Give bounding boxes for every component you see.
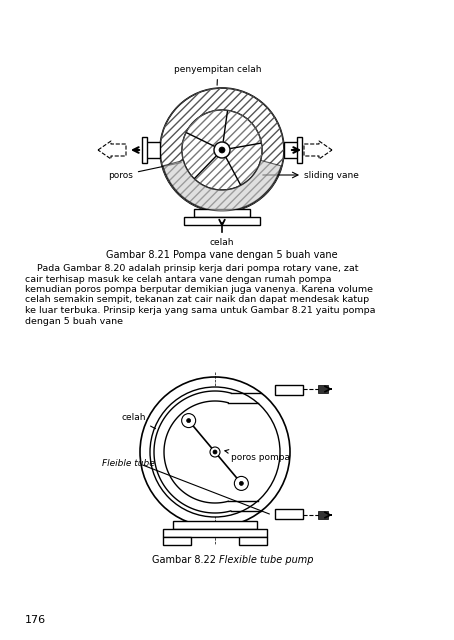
Bar [173, 521, 257, 529]
Bar [144, 142, 160, 158]
Text: ke luar terbuka. Prinsip kerja yang sama untuk Gambar 8.21 yaitu pompa: ke luar terbuka. Prinsip kerja yang sama… [25, 306, 375, 315]
Bar [163, 529, 267, 537]
Text: poros pompa: poros pompa [225, 450, 290, 462]
Text: kemudian poros pompa berputar demikian juga vanenya. Karena volume: kemudian poros pompa berputar demikian j… [25, 285, 373, 294]
Text: celah: celah [210, 238, 234, 247]
Circle shape [234, 476, 248, 490]
Bar [184, 217, 260, 225]
Bar [142, 137, 147, 163]
Circle shape [140, 377, 290, 527]
Text: Fleible tube: Fleible tube [102, 459, 155, 468]
Text: 176: 176 [25, 615, 46, 625]
Circle shape [182, 110, 262, 190]
Text: Gambar 8.22: Gambar 8.22 [152, 555, 219, 565]
Bar [275, 509, 303, 519]
Circle shape [160, 88, 284, 212]
Circle shape [210, 447, 220, 457]
Circle shape [219, 147, 225, 153]
Text: penyempitan celah: penyempitan celah [174, 65, 262, 85]
Circle shape [213, 450, 217, 454]
Text: sliding vane: sliding vane [304, 170, 359, 179]
Circle shape [187, 419, 191, 422]
Bar [163, 537, 191, 545]
Bar [318, 511, 328, 519]
Text: dengan 5 buah vane: dengan 5 buah vane [25, 317, 123, 326]
Circle shape [239, 481, 243, 485]
Text: celah: celah [122, 413, 156, 429]
Bar [297, 137, 302, 163]
Text: cair terhisap masuk ke celah antara vane dengan rumah pompa: cair terhisap masuk ke celah antara vane… [25, 275, 331, 284]
Bar [239, 537, 267, 545]
Text: Pada Gambar 8.20 adalah prinsip kerja dari pompa rotary vane, zat: Pada Gambar 8.20 adalah prinsip kerja da… [25, 264, 359, 273]
Bar [275, 385, 303, 395]
Circle shape [214, 142, 230, 158]
Text: Flexible tube pump: Flexible tube pump [219, 555, 314, 565]
Bar [284, 142, 300, 158]
Text: Gambar 8.21 Pompa vane dengan 5 buah vane: Gambar 8.21 Pompa vane dengan 5 buah van… [106, 250, 338, 260]
Text: poros: poros [108, 163, 181, 180]
Bar [194, 209, 250, 217]
Circle shape [150, 387, 280, 517]
Circle shape [182, 413, 196, 428]
Polygon shape [163, 161, 281, 211]
Bar [318, 385, 328, 393]
Text: celah semakin sempit, tekanan zat cair naik dan dapat mendesak katup: celah semakin sempit, tekanan zat cair n… [25, 296, 369, 305]
